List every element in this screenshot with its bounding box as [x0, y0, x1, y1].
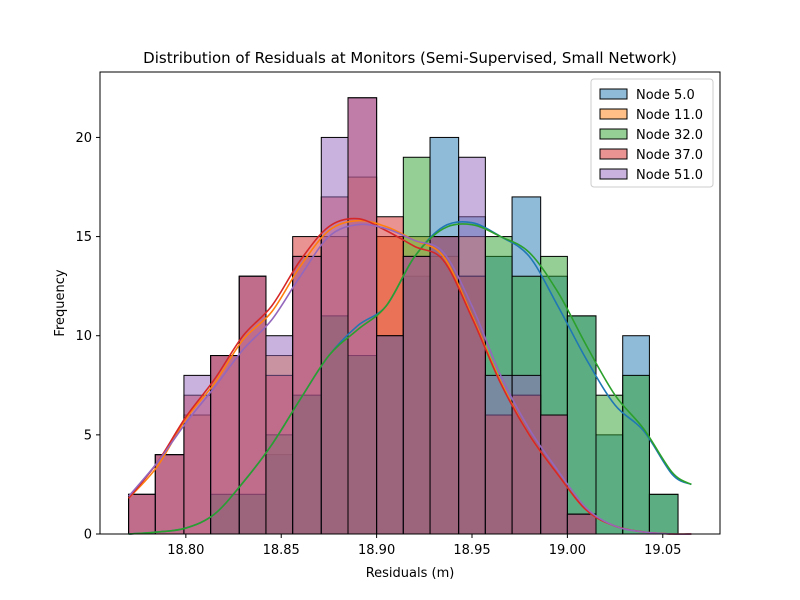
y-tick-label: 15: [75, 230, 92, 245]
x-axis-ticks: 18.80 18.85 18.90 18.95 19.00 19.05: [167, 534, 681, 558]
y-tick-label: 5: [84, 428, 92, 443]
y-axis-ticks: 0 5 10 15 20: [75, 131, 100, 543]
bar-series-4-bin-11: [429, 236, 460, 535]
bar-series-4-bin-10: [402, 255, 431, 535]
x-axis-label: Residuals (m): [366, 566, 455, 581]
x-tick-label: 18.80: [167, 543, 204, 558]
y-tick-label: 10: [75, 329, 92, 344]
legend-swatch-series-4: [599, 168, 628, 180]
x-tick-label: 19.05: [644, 543, 681, 558]
legend-swatch-series-0: [599, 88, 628, 100]
y-axis-label: Frequency: [53, 269, 68, 336]
legend-label-series-3: Node 37.0: [636, 148, 703, 163]
legend-swatch-series-2: [599, 128, 628, 140]
y-tick-label: 20: [75, 131, 92, 146]
bar-series-2-bin-16: [566, 315, 597, 535]
bar-series-4-bin-14: [511, 374, 542, 535]
kde-line-series-4: [128, 223, 692, 535]
bar-series-4-bin-2: [183, 374, 212, 535]
bar-series-4-bin-5: [265, 335, 294, 535]
bar-series-4-bin-0: [128, 493, 156, 535]
x-tick-label: 18.95: [453, 543, 490, 558]
x-tick-label: 18.90: [358, 543, 395, 558]
y-tick-label: 0: [84, 528, 92, 543]
legend-label-series-2: Node 32.0: [636, 128, 703, 143]
bar-series-4-bin-6: [292, 255, 322, 535]
legend-swatch-series-3: [599, 148, 628, 160]
bar-series-4-bin-7: [320, 136, 349, 535]
chart-title: Distribution of Residuals at Monitors (S…: [143, 49, 677, 67]
x-tick-label: 18.85: [263, 543, 300, 558]
legend-label-series-1: Node 11.0: [636, 108, 703, 123]
bar-series-4-bin-9: [376, 335, 404, 535]
kde-curves: [127, 217, 692, 535]
legend-label-series-4: Node 51.0: [636, 168, 703, 183]
kde-line-series-2: [128, 223, 692, 535]
legend-swatch-series-1: [599, 108, 628, 120]
bar-series-4-bin-1: [154, 454, 185, 535]
bar-series-4-bin-12: [458, 156, 486, 535]
bar-series-2-bin-17: [595, 394, 624, 535]
legend-label-series-0: Node 5.0: [636, 88, 695, 103]
plot-frame: [99, 71, 721, 535]
bar-series-2-bin-19: [648, 493, 679, 535]
legend: Node 5.0 Node 11.0 Node 32.0 Node 37.0 Node …: [590, 78, 714, 188]
x-tick-label: 19.00: [549, 543, 586, 558]
bar-series-4-bin-16: [566, 513, 597, 535]
legend-box: [590, 78, 714, 188]
bars-series-4: [128, 97, 597, 535]
bar-series-4-bin-4: [238, 275, 267, 535]
bar-series-2-bin-18: [622, 374, 650, 535]
bar-series-4-bin-15: [540, 414, 568, 535]
bar-series-4-bin-8: [347, 97, 378, 535]
